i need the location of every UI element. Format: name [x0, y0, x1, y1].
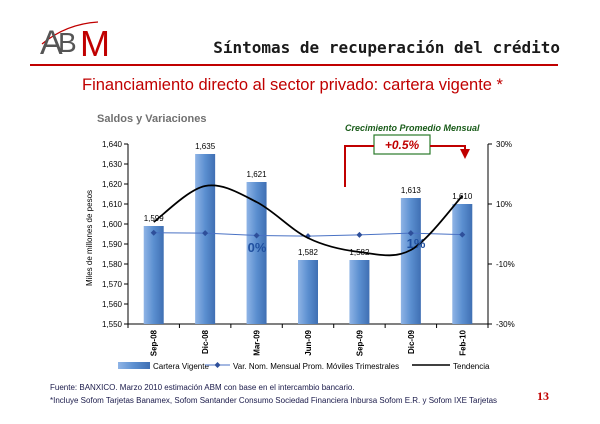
- x-tick-label: Jun-09: [304, 329, 313, 355]
- legend-label-trend: Tendencia: [453, 362, 490, 371]
- bar: [452, 204, 473, 324]
- growth-bracket: [344, 145, 374, 187]
- x-tick-label: Feb-10: [458, 329, 467, 355]
- y2-tick-label: 10%: [496, 200, 512, 209]
- variation-line-series: [150, 229, 466, 240]
- x-tick-label: Mar-09: [253, 329, 262, 355]
- abm-logo: A B M: [40, 21, 110, 62]
- y2-tick-label: 30%: [496, 140, 512, 149]
- legend-item-trend: Tendencia: [412, 362, 490, 371]
- variation-point: [356, 231, 363, 238]
- growth-value: +0.5%: [385, 138, 420, 152]
- bar-value-label: 1,613: [401, 186, 422, 195]
- y-tick-label: 1,550: [102, 320, 123, 329]
- svg-text:B: B: [58, 27, 77, 58]
- growth-arrow: [430, 145, 470, 159]
- chart-legend: Cartera Vigente Var. Nom. Mensual Prom. …: [118, 362, 490, 371]
- y-tick-label: 1,630: [102, 160, 123, 169]
- bar: [298, 260, 318, 324]
- y-tick-label: 1,610: [102, 200, 123, 209]
- legend-item-bars: Cartera Vigente: [118, 362, 209, 371]
- growth-value-box: [373, 134, 431, 155]
- bar: [143, 226, 164, 324]
- variation-point: [407, 230, 414, 237]
- title-divider: [30, 64, 558, 66]
- one-percent-label: 1%: [407, 236, 426, 251]
- slide-subtitle: Financiamiento directo al sector privado…: [82, 76, 503, 94]
- bar-value-label: 1,635: [195, 142, 216, 151]
- y2-tick-label: -30%: [496, 320, 515, 329]
- y-tick-label: 1,560: [102, 300, 123, 309]
- footnote-source: Fuente: BANXICO. Marzo 2010 estimación A…: [50, 383, 355, 392]
- y-tick-label: 1,600: [102, 220, 123, 229]
- y-tick-label: 1,580: [102, 260, 123, 269]
- y2-tick-label: -10%: [496, 260, 515, 269]
- y-tick-label: 1,570: [102, 280, 123, 289]
- growth-annotation: Crecimiento Promedio Mensual +0.5%: [344, 123, 480, 187]
- variation-point: [253, 232, 260, 239]
- legend-item-variation: Var. Nom. Mensual Prom. Móviles Trimestr…: [205, 362, 399, 371]
- y-tick-label: 1,640: [102, 140, 123, 149]
- variation-point: [202, 230, 209, 237]
- legend-label-bars: Cartera Vigente: [153, 362, 209, 371]
- x-tick-label: Dic-08: [201, 329, 210, 354]
- y-tick-label: 1,590: [102, 240, 123, 249]
- y-tick-label: 1,620: [102, 180, 123, 189]
- footnote-note: *Incluye Sofom Tarjetas Banamex, Sofom S…: [50, 396, 498, 405]
- bar: [349, 260, 370, 324]
- x-tick-label: Sep-09: [355, 329, 364, 356]
- svg-text:A: A: [40, 24, 63, 62]
- bar-value-label: 1,599: [144, 214, 165, 223]
- growth-annotation-title: Crecimiento Promedio Mensual: [345, 123, 480, 133]
- chart-axes: 1,550 1,560 1,570 1,580 1,590 1,600 1,610 1,620…: [102, 140, 515, 356]
- bar-series: [143, 154, 473, 324]
- bar: [246, 182, 267, 324]
- y-axis-title: Miles de millones de pesos: [85, 190, 94, 286]
- x-tick-label: Dic-09: [407, 329, 416, 354]
- bar-value-label: 1,582: [298, 248, 319, 257]
- bar: [400, 198, 421, 324]
- zero-percent-label: 0%: [248, 240, 267, 255]
- credit-chart: 1,550 1,560 1,570 1,580 1,590 1,600 1,610 1,620…: [85, 123, 515, 371]
- trend-line-series: [153, 184, 463, 257]
- bar-value-label: 1,621: [247, 170, 268, 179]
- chart-heading: Saldos y Variaciones: [97, 113, 207, 125]
- variation-point: [150, 229, 157, 236]
- svg-text:M: M: [80, 23, 110, 62]
- slide-title: Síntomas de recuperación del crédito: [213, 38, 560, 57]
- variation-point: [459, 231, 466, 238]
- page-number: 13: [537, 389, 549, 403]
- x-tick-label: Sep-08: [150, 329, 159, 356]
- legend-label-variation: Var. Nom. Mensual Prom. Móviles Trimestr…: [233, 362, 399, 371]
- bar: [195, 154, 216, 324]
- trend-curve: [153, 184, 463, 257]
